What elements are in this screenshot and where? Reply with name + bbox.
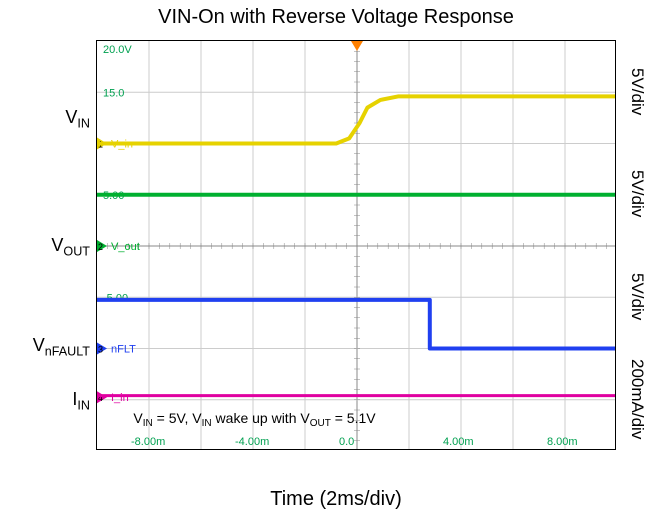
division-label-right: 5V/div — [622, 143, 652, 246]
x-tick-label: 4.00m — [443, 436, 474, 448]
channel-label-left: IIN — [0, 389, 90, 413]
channel-label-left: VIN — [0, 107, 90, 131]
division-label-right: 5V/div — [622, 40, 652, 143]
ground-marker-icon: 4 — [97, 391, 107, 403]
trigger-marker-icon — [351, 41, 363, 51]
ground-marker-icon: 2 — [97, 240, 107, 252]
x-axis-label: Time (2ms/div) — [0, 488, 672, 511]
x-tick-label: -8.00m — [131, 436, 165, 448]
annotation-text: VIN = 5V, VIN wake up with VOUT = 5.1V — [133, 410, 376, 429]
chart-title: VIN-On with Reverse Voltage Response — [0, 6, 672, 29]
x-tick-label: 8.00m — [547, 436, 578, 448]
channel-label-left: VnFAULT — [0, 335, 90, 359]
division-label-right: 200mA/div — [622, 348, 652, 451]
plot-svg: 20.0V15.05.00-5.00-8.00m-4.00m0.04.00m8.… — [97, 41, 616, 450]
ground-marker-num: 2 — [98, 242, 103, 252]
y-tick-label: 20.0V — [103, 44, 132, 56]
channel-label-left: VOUT — [0, 235, 90, 259]
trace-label: V_out — [111, 241, 140, 253]
x-tick-label: -4.00m — [235, 436, 269, 448]
y-tick-label: 15.0 — [103, 87, 124, 99]
ground-marker-num: 3 — [98, 345, 103, 355]
trace-label: I_in — [111, 392, 129, 404]
grid — [97, 41, 616, 450]
ground-marker-icon: 3 — [97, 343, 107, 355]
trace-label: nFLT — [111, 344, 136, 356]
oscilloscope-plot: 20.0V15.05.00-5.00-8.00m-4.00m0.04.00m8.… — [96, 40, 616, 450]
division-label-right: 5V/div — [622, 245, 652, 348]
x-tick-label: 0.0 — [339, 436, 354, 448]
